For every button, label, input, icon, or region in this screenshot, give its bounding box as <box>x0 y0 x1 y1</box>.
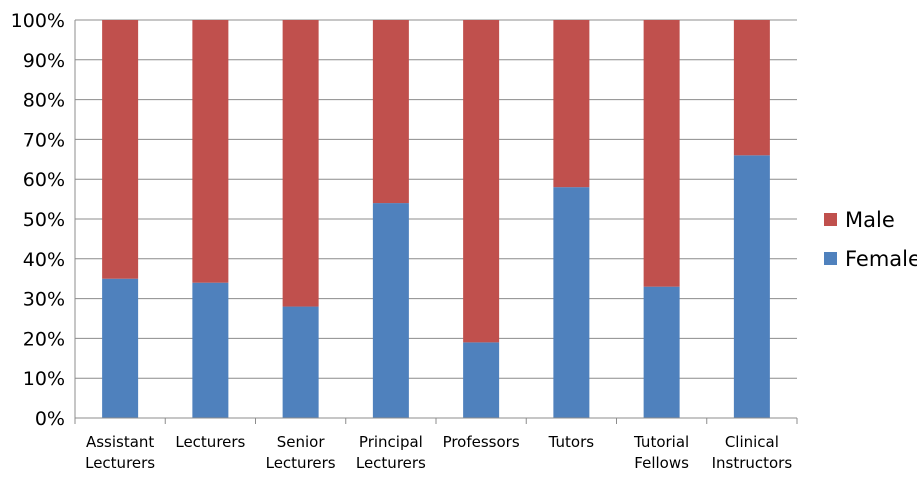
bar-female-0 <box>102 278 139 418</box>
x-tick-label: Assistant Lecturers <box>85 433 155 472</box>
y-tick-label: 90% <box>23 50 65 72</box>
bar-female-1 <box>192 282 229 418</box>
x-tick-label: Tutors <box>548 433 595 451</box>
gridlines <box>75 19 797 419</box>
y-tick-label: 30% <box>23 289 65 311</box>
bar-male-1 <box>192 20 229 283</box>
y-tick-labels: 0% 10% 20% 30% 40% 50% 60% 70% 80% 90% 100% <box>11 10 65 430</box>
y-tick-label: 20% <box>23 328 65 350</box>
bar-female-7 <box>733 155 770 418</box>
bar-male-0 <box>102 20 139 279</box>
bar-male-6 <box>643 20 680 287</box>
bar-male-2 <box>282 20 319 307</box>
bar-female-5 <box>553 187 590 418</box>
legend-swatch-male <box>824 213 837 226</box>
x-tick-labels: Assistant Lecturers Lecturers Senior Lecture… <box>85 433 792 472</box>
bar-female-3 <box>372 203 409 418</box>
y-tick-label: 50% <box>23 209 65 231</box>
bar-female-6 <box>643 286 680 418</box>
y-tick-label: 60% <box>23 169 65 191</box>
y-tick-label: 70% <box>23 129 65 151</box>
bar-male-4 <box>463 20 500 343</box>
y-tick-label: 0% <box>35 408 65 430</box>
axes <box>74 20 798 424</box>
y-tick-label: 80% <box>23 90 65 112</box>
bar-male-5 <box>553 20 590 188</box>
x-tick-label: Clinical Instructors <box>712 433 793 472</box>
y-tick-label: 10% <box>23 368 65 390</box>
y-tick-label: 100% <box>11 10 65 32</box>
x-tick-label: Lecturers <box>175 433 245 451</box>
x-tick-label: Principal Lecturers <box>356 433 426 472</box>
bars <box>102 20 770 418</box>
legend-label-male: Male <box>845 208 895 232</box>
bar-female-2 <box>282 306 319 418</box>
bar-male-3 <box>372 20 409 204</box>
legend: Male Female <box>824 208 917 271</box>
bar-male-7 <box>733 20 770 156</box>
bar-female-4 <box>463 342 500 418</box>
legend-swatch-female <box>824 252 837 265</box>
x-tick-label: Tutorial Fellows <box>633 433 689 472</box>
legend-label-female: Female <box>845 247 917 271</box>
y-tick-label: 40% <box>23 249 65 271</box>
x-tick-label: Professors <box>443 433 520 451</box>
x-tick-label: Senior Lecturers <box>266 433 336 472</box>
